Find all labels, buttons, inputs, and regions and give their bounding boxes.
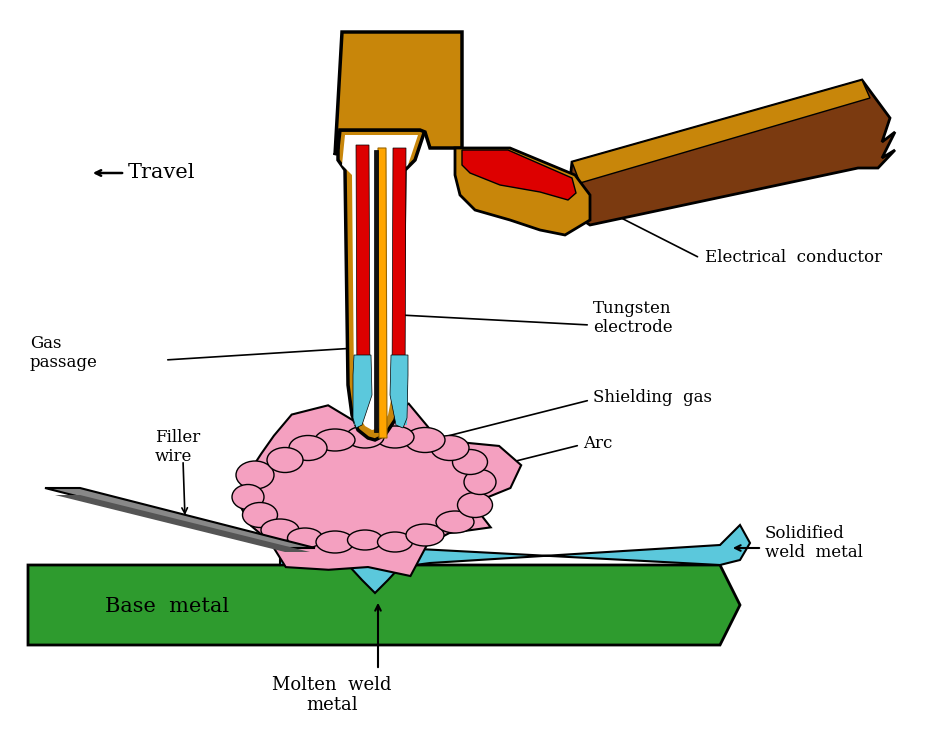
Text: Travel: Travel bbox=[128, 164, 196, 182]
Text: Gas
passage: Gas passage bbox=[30, 335, 98, 371]
Ellipse shape bbox=[406, 524, 444, 546]
Ellipse shape bbox=[289, 436, 327, 460]
Ellipse shape bbox=[347, 530, 382, 550]
Text: Molten  weld
metal: Molten weld metal bbox=[272, 676, 392, 714]
Ellipse shape bbox=[405, 427, 445, 453]
Polygon shape bbox=[353, 355, 372, 428]
Ellipse shape bbox=[261, 519, 299, 541]
Ellipse shape bbox=[378, 532, 413, 552]
Polygon shape bbox=[356, 145, 370, 395]
Ellipse shape bbox=[457, 493, 493, 517]
Polygon shape bbox=[390, 355, 408, 428]
Polygon shape bbox=[241, 403, 521, 576]
Ellipse shape bbox=[287, 528, 322, 548]
Ellipse shape bbox=[315, 429, 355, 451]
Ellipse shape bbox=[376, 426, 414, 448]
Polygon shape bbox=[353, 385, 359, 425]
Polygon shape bbox=[572, 80, 870, 183]
Ellipse shape bbox=[464, 469, 496, 494]
Polygon shape bbox=[28, 565, 740, 645]
Polygon shape bbox=[568, 80, 895, 225]
Polygon shape bbox=[338, 130, 425, 440]
Polygon shape bbox=[280, 525, 750, 593]
Text: Shielding  gas: Shielding gas bbox=[593, 390, 712, 406]
Text: Solidified
weld  metal: Solidified weld metal bbox=[765, 525, 863, 561]
Text: Base  metal: Base metal bbox=[105, 598, 229, 617]
Polygon shape bbox=[45, 488, 315, 548]
Polygon shape bbox=[455, 148, 590, 235]
Ellipse shape bbox=[436, 511, 474, 533]
Polygon shape bbox=[404, 385, 408, 425]
Polygon shape bbox=[462, 150, 576, 200]
Ellipse shape bbox=[267, 448, 303, 472]
Ellipse shape bbox=[232, 484, 264, 509]
Polygon shape bbox=[342, 135, 418, 430]
Ellipse shape bbox=[236, 461, 274, 489]
Ellipse shape bbox=[243, 502, 278, 527]
Text: Arc: Arc bbox=[583, 435, 612, 451]
Polygon shape bbox=[392, 148, 406, 390]
Text: Tungsten
electrode: Tungsten electrode bbox=[593, 300, 672, 336]
Polygon shape bbox=[374, 150, 378, 432]
Polygon shape bbox=[335, 32, 462, 155]
Polygon shape bbox=[378, 148, 387, 438]
Ellipse shape bbox=[346, 426, 384, 448]
Text: Filler
wire: Filler wire bbox=[155, 429, 201, 466]
Polygon shape bbox=[353, 360, 358, 390]
Text: Electrical  conductor: Electrical conductor bbox=[705, 249, 883, 267]
Ellipse shape bbox=[431, 436, 469, 460]
Ellipse shape bbox=[453, 450, 488, 475]
Polygon shape bbox=[55, 495, 310, 552]
Ellipse shape bbox=[316, 531, 354, 553]
